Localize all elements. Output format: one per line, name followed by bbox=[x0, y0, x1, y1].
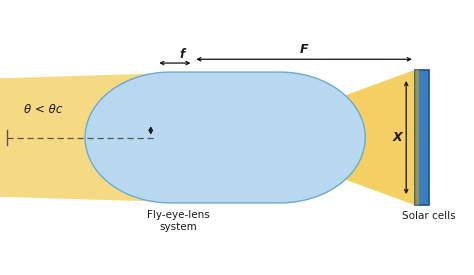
Ellipse shape bbox=[176, 116, 197, 130]
Text: Fly-eye-lens
system: Fly-eye-lens system bbox=[147, 210, 210, 232]
Text: F: F bbox=[300, 43, 308, 56]
Ellipse shape bbox=[153, 188, 173, 201]
Ellipse shape bbox=[176, 173, 197, 187]
Bar bbox=[415, 70, 429, 205]
Ellipse shape bbox=[176, 74, 197, 87]
Ellipse shape bbox=[176, 145, 197, 159]
Bar bbox=[415, 70, 419, 205]
Ellipse shape bbox=[153, 131, 173, 144]
Ellipse shape bbox=[153, 88, 173, 102]
Ellipse shape bbox=[176, 88, 197, 102]
Text: X: X bbox=[393, 131, 402, 144]
Text: θ < θc: θ < θc bbox=[24, 103, 62, 116]
Polygon shape bbox=[0, 73, 156, 202]
Polygon shape bbox=[230, 70, 415, 205]
Ellipse shape bbox=[176, 188, 197, 201]
Ellipse shape bbox=[176, 159, 197, 173]
Ellipse shape bbox=[153, 159, 173, 173]
Text: f: f bbox=[180, 48, 184, 61]
Polygon shape bbox=[85, 72, 365, 203]
Ellipse shape bbox=[153, 145, 173, 159]
Ellipse shape bbox=[153, 102, 173, 116]
Text: Solar cells: Solar cells bbox=[402, 211, 456, 221]
Polygon shape bbox=[193, 138, 221, 202]
Text: h: h bbox=[138, 124, 147, 137]
Ellipse shape bbox=[153, 74, 173, 87]
Polygon shape bbox=[193, 73, 221, 138]
Ellipse shape bbox=[176, 131, 197, 144]
Ellipse shape bbox=[153, 173, 173, 187]
Ellipse shape bbox=[153, 116, 173, 130]
Ellipse shape bbox=[176, 102, 197, 116]
